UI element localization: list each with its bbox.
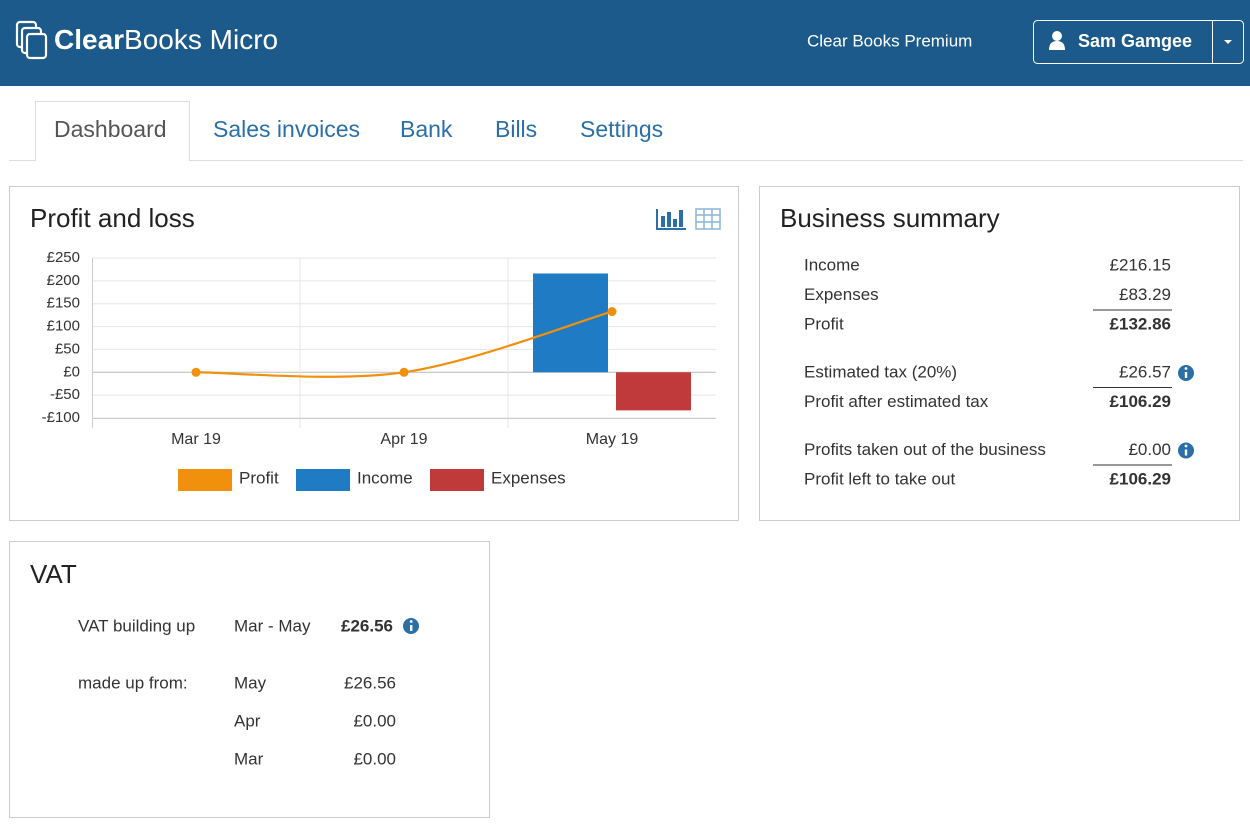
y-tick-label: £100 — [47, 318, 80, 335]
legend-label[interactable]: Income — [357, 468, 413, 487]
logo-bold: Clear — [54, 24, 124, 55]
header-bar — [0, 0, 1250, 86]
vat-panel — [9, 541, 490, 818]
vat-month-amount: £0.00 — [353, 711, 396, 730]
y-tick-label: -£100 — [42, 409, 80, 426]
legend-label[interactable]: Expenses — [491, 468, 566, 487]
info-dot — [1184, 367, 1188, 370]
user-button[interactable] — [1033, 20, 1244, 64]
summary-value: £83.29 — [1119, 285, 1171, 304]
vat-month: Mar — [234, 749, 264, 768]
vat-label: VAT building up — [78, 616, 195, 635]
dropdown-caret[interactable] — [1224, 40, 1232, 44]
bar — [616, 372, 691, 411]
tab[interactable]: Dashboard — [54, 116, 167, 142]
logo-icon — [15, 20, 48, 60]
info-icon[interactable] — [1178, 365, 1194, 381]
plan-link[interactable]: Clear Books Premium — [807, 31, 972, 50]
summary-value: £132.86 — [1110, 314, 1171, 333]
vat-period: Mar - May — [234, 616, 311, 635]
legend-label[interactable]: Profit — [239, 468, 279, 487]
y-tick-label: £150 — [47, 295, 80, 312]
info-icon[interactable] — [1178, 442, 1194, 459]
tab[interactable]: Bank — [400, 116, 453, 142]
legend-swatch — [296, 469, 350, 491]
user-icon — [1049, 31, 1065, 50]
logo[interactable]: ClearBooks Micro — [54, 24, 278, 55]
summary-value: £26.57 — [1119, 362, 1171, 381]
summary-label: Profit — [804, 314, 844, 333]
legend-swatch — [430, 469, 484, 491]
vat-month-amount: £0.00 — [353, 749, 396, 768]
info-icon[interactable] — [403, 618, 419, 634]
user-name: Sam Gamgee — [1078, 31, 1192, 51]
vat-title: VAT — [30, 559, 77, 589]
summary-label: Profits taken out of the business — [804, 440, 1046, 459]
info-dot — [1184, 444, 1188, 448]
vat-month: Apr — [234, 711, 261, 730]
x-tick-label: Mar 19 — [171, 431, 221, 448]
info-stem — [1184, 449, 1188, 456]
summary-value: £0.00 — [1128, 440, 1171, 459]
summary-label: Profit after estimated tax — [804, 392, 989, 411]
table-view-icon[interactable] — [695, 208, 721, 230]
tab[interactable]: Sales invoices — [213, 116, 360, 142]
y-tick-label: -£50 — [50, 386, 80, 403]
vat-month-amount: £26.56 — [344, 673, 396, 692]
tab[interactable]: Settings — [580, 116, 663, 142]
point — [399, 367, 409, 377]
summary-value: £106.29 — [1110, 469, 1171, 488]
point — [191, 367, 201, 377]
y-tick-label: £0 — [63, 363, 80, 380]
x-tick-label: Apr 19 — [380, 431, 427, 448]
chart-view-icon[interactable] — [656, 209, 686, 230]
point — [607, 307, 617, 317]
active-tab — [35, 101, 190, 161]
summary-label: Profit left to take out — [804, 469, 955, 488]
bar — [533, 273, 608, 373]
tab[interactable]: Bills — [495, 116, 537, 142]
vat-amount: £26.56 — [341, 616, 393, 635]
y-tick-label: £50 — [55, 340, 80, 357]
y-tick-label: £200 — [47, 272, 80, 289]
vat-month: May — [234, 673, 267, 692]
info-stem — [1184, 372, 1188, 378]
summary-label: Expenses — [804, 285, 879, 304]
logo-rest: Books Micro — [124, 24, 278, 55]
legend-swatch — [178, 469, 232, 491]
made-up-label: made up from: — [78, 673, 188, 692]
chart-title: Profit and loss — [30, 203, 195, 233]
x-tick-label: May 19 — [586, 431, 639, 448]
profit-loss-panel — [9, 186, 739, 521]
summary-title: Business summary — [780, 203, 1000, 233]
summary-value: £106.29 — [1110, 392, 1171, 411]
y-tick-label: £250 — [47, 249, 80, 266]
summary-label: Income — [804, 255, 860, 274]
summary-value: £216.15 — [1110, 255, 1171, 274]
summary-label: Estimated tax (20%) — [804, 362, 957, 381]
